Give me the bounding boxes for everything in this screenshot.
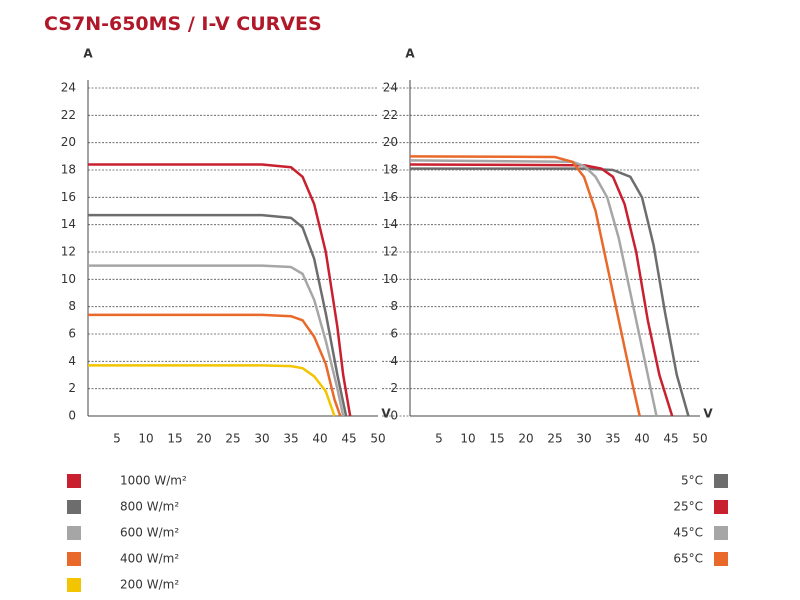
iv-curve	[410, 167, 690, 417]
iv-curve	[88, 163, 352, 417]
x-tick-label: 25	[225, 432, 240, 446]
y-tick-label: 22	[61, 108, 76, 122]
legend-swatch	[67, 552, 81, 566]
x-tick-label: 10	[138, 432, 153, 446]
legend-swatch	[67, 500, 81, 514]
legend-swatch	[714, 526, 728, 540]
legend-label: 45°C	[673, 526, 703, 540]
legend-label: 25°C	[673, 500, 703, 514]
y-tick-label: 16	[61, 190, 76, 204]
y-tick-label: 0	[68, 409, 76, 423]
legend-swatch	[67, 578, 81, 592]
iv-curve	[409, 163, 674, 417]
y-tick-label: 20	[61, 135, 76, 149]
y-tick-label: 14	[383, 217, 398, 231]
legend-swatch	[67, 474, 81, 488]
legend-label: 200 W/m²	[120, 578, 179, 592]
legend-swatch	[714, 474, 728, 488]
y-tick-label: 10	[61, 272, 76, 286]
y-tick-label: 6	[68, 327, 76, 341]
y-axis-label: A	[83, 47, 93, 61]
x-tick-label: 30	[254, 432, 269, 446]
y-tick-label: 18	[383, 163, 398, 177]
y-tick-label: 2	[68, 381, 76, 395]
y-tick-label: 22	[383, 108, 398, 122]
y-tick-label: 16	[383, 190, 398, 204]
x-tick-label: 35	[605, 432, 620, 446]
y-tick-label: 8	[390, 299, 398, 313]
x-axis-label: V	[381, 407, 391, 421]
y-tick-label: 24	[61, 81, 76, 95]
iv-curve	[88, 264, 345, 417]
x-tick-label: 25	[547, 432, 562, 446]
x-tick-label: 5	[435, 432, 443, 446]
iv-curve	[88, 313, 342, 417]
x-tick-label: 15	[167, 432, 182, 446]
chart-title: CS7N-650MS / I-V CURVES	[44, 13, 322, 35]
y-tick-label: 6	[390, 327, 398, 341]
y-tick-label: 2	[390, 381, 398, 395]
y-tick-label: 10	[383, 272, 398, 286]
y-tick-label: 20	[383, 135, 398, 149]
legend-label: 5°C	[681, 474, 703, 488]
y-tick-label: 12	[61, 245, 76, 259]
x-tick-label: 10	[460, 432, 475, 446]
legend-label: 800 W/m²	[120, 500, 179, 514]
iv-curve	[409, 159, 658, 417]
legend-label: 600 W/m²	[120, 526, 179, 540]
x-tick-label: 20	[196, 432, 211, 446]
x-tick-label: 20	[518, 432, 533, 446]
x-tick-label: 30	[576, 432, 591, 446]
y-tick-label: 18	[61, 163, 76, 177]
x-tick-label: 45	[341, 432, 356, 446]
legend-swatch	[67, 526, 81, 540]
x-tick-label: 40	[312, 432, 327, 446]
legend-label: 65°C	[673, 552, 703, 566]
legend-swatch	[714, 500, 728, 514]
x-axis-label: V	[703, 407, 713, 421]
x-tick-label: 15	[489, 432, 504, 446]
legend-label: 400 W/m²	[120, 552, 179, 566]
x-tick-label: 50	[692, 432, 707, 446]
iv-curve	[88, 213, 348, 417]
x-tick-label: 5	[113, 432, 121, 446]
legend-label: 1000 W/m²	[120, 474, 187, 488]
x-tick-label: 40	[634, 432, 649, 446]
y-tick-label: 4	[390, 354, 398, 368]
x-tick-label: 50	[370, 432, 385, 446]
y-tick-label: 14	[61, 217, 76, 231]
x-tick-label: 35	[283, 432, 298, 446]
y-tick-label: 24	[383, 81, 398, 95]
iv-curve	[88, 364, 336, 417]
y-tick-label: 4	[68, 354, 76, 368]
y-axis-label: A	[405, 47, 415, 61]
legend-swatch	[714, 552, 728, 566]
y-tick-label: 0	[390, 409, 398, 423]
x-tick-label: 45	[663, 432, 678, 446]
y-tick-label: 12	[383, 245, 398, 259]
y-tick-label: 8	[68, 299, 76, 313]
iv-curve	[409, 155, 641, 417]
